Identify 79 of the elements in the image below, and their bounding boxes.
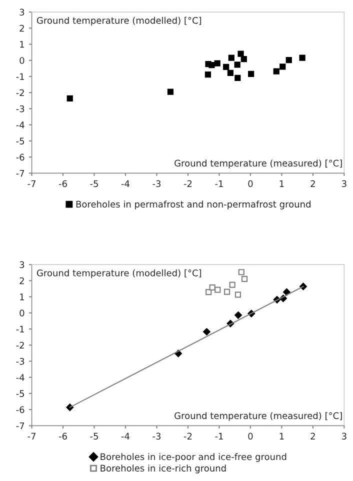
y-tick-label: -2 <box>16 89 24 96</box>
x-tick-label: 1 <box>280 432 284 440</box>
point <box>167 88 174 95</box>
y-tick-label: -4 <box>16 122 24 128</box>
y-tick-label: 3 <box>20 8 24 16</box>
y-tick-label: -4 <box>16 374 24 381</box>
point <box>229 282 236 288</box>
x-tick-label: -4 <box>121 432 130 440</box>
point <box>234 311 242 319</box>
x-tick-label: -3 <box>152 180 161 188</box>
point <box>282 288 290 296</box>
y-axis-title: Ground temperature (modelled) [°C] <box>36 16 202 26</box>
y-tick-label: 1 <box>20 41 24 48</box>
x-tick-label: -1 <box>215 432 223 440</box>
x-tick-label: 2 <box>310 180 315 187</box>
point <box>234 62 240 68</box>
x-tick-label: 3 <box>342 432 346 440</box>
x-tick-label: 0 <box>248 432 253 440</box>
x-tick-label: 2 <box>310 432 315 440</box>
y-tick-label: 3 <box>20 261 24 268</box>
y-tick-label: -1 <box>16 326 24 332</box>
x-tick-label: 0 <box>248 180 253 188</box>
point <box>223 64 230 70</box>
x-axis-title: Ground temperature (measured) [°C] <box>174 412 342 421</box>
x-tick-label: -2 <box>184 180 192 187</box>
y-tick-label: 1 <box>20 294 24 300</box>
x-tick-label: -5 <box>90 432 98 440</box>
point <box>203 328 210 336</box>
y-tick-label: 0 <box>20 57 24 64</box>
point <box>280 64 286 70</box>
y-axis-title: Ground temperature (modelled) [°C] <box>36 269 202 278</box>
x-tick-label: -7 <box>28 180 36 187</box>
point <box>286 56 292 64</box>
point <box>240 56 247 62</box>
x-tick-label: -6 <box>58 180 67 188</box>
y-tick-label: -7 <box>16 170 24 177</box>
y-tick-label: -5 <box>16 138 24 144</box>
x-tick-label: 1 <box>280 180 284 187</box>
point <box>228 54 234 61</box>
x-tick-label: -2 <box>184 432 192 440</box>
legend-label: Boreholes in ice-rich ground <box>100 464 226 474</box>
point <box>224 288 230 295</box>
y-tick-label: -3 <box>16 105 24 112</box>
point <box>214 60 220 66</box>
point <box>238 269 244 276</box>
y-tick-label: -6 <box>16 406 24 414</box>
x-tick-label: -3 <box>152 432 161 440</box>
x-tick-label: -1 <box>215 180 223 187</box>
point <box>214 286 221 293</box>
y-tick-label: -1 <box>16 73 24 80</box>
y-tick-label: -2 <box>16 342 24 349</box>
point <box>209 284 216 290</box>
x-tick-label: -5 <box>90 180 98 188</box>
point <box>234 74 241 81</box>
y-tick-label: -6 <box>16 154 24 161</box>
x-tick-label: -6 <box>58 432 67 440</box>
point <box>248 70 254 77</box>
point <box>238 50 244 57</box>
y-tick-label: -3 <box>16 358 24 365</box>
legend-label: Boreholes in permafrost and non-permafrost ground <box>76 200 310 210</box>
point <box>273 68 280 74</box>
y-tick-label: 2 <box>20 277 24 284</box>
legend-label: Boreholes in ice-poor and ice-free ground <box>100 453 286 462</box>
y-tick-label: -5 <box>16 390 24 398</box>
point <box>241 276 248 282</box>
point <box>299 54 306 61</box>
point <box>66 95 73 102</box>
point <box>204 71 212 78</box>
y-tick-label: -7 <box>16 422 24 430</box>
x-tick-label: -7 <box>28 432 36 440</box>
y-tick-label: 0 <box>20 310 24 316</box>
x-tick-label: -4 <box>121 180 130 187</box>
point <box>234 292 242 298</box>
x-tick-label: 3 <box>342 180 346 188</box>
y-tick-label: 2 <box>20 24 24 32</box>
point <box>208 62 215 68</box>
x-axis-title: Ground temperature (measured) [°C] <box>174 160 342 168</box>
point <box>227 70 234 76</box>
point <box>206 289 212 296</box>
